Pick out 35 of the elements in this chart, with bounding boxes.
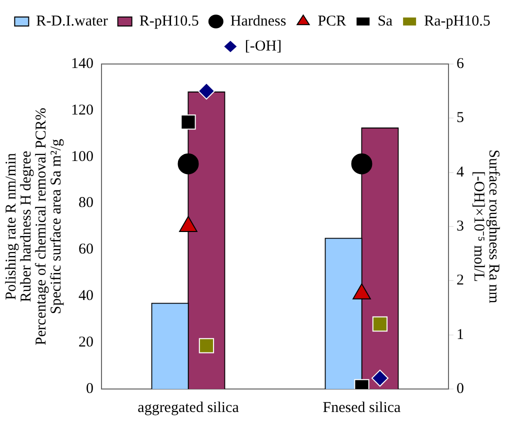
y-tick-label: 140 xyxy=(71,56,94,72)
point xyxy=(352,283,371,300)
point xyxy=(372,316,388,332)
legend-label: Ra-pH10.5 xyxy=(424,13,490,30)
y-tick-label: 60 xyxy=(78,242,94,258)
point xyxy=(371,370,388,387)
point xyxy=(180,114,196,130)
point xyxy=(351,153,372,174)
point xyxy=(198,82,215,100)
legend-label: Sa xyxy=(378,13,393,30)
y2-tick-label: 4 xyxy=(456,164,464,180)
y2-tick-label: 6 xyxy=(456,56,464,72)
y-tick-label: 80 xyxy=(78,195,94,212)
y2-tick-label: 1 xyxy=(456,326,464,343)
legend-label: R-pH10.5 xyxy=(139,13,199,30)
y-axis-title: Polishing rate R nm/min Ruber hardness H degree Percentage of chemical removal PCR% Specific surface area Sa m²/g xyxy=(3,108,64,346)
y2-tick-label: 2 xyxy=(456,272,464,289)
y2-tick-label: 0 xyxy=(456,380,464,397)
legend-label: [-OH] xyxy=(244,38,282,54)
legend-label: R-D.I.water xyxy=(36,13,108,30)
y-tick-label: 100 xyxy=(71,148,94,165)
legend-label: Hardness xyxy=(230,13,286,30)
y2-axis-title: Surface roughness Ra nm [-OH]×10⁻⁵ mol/L xyxy=(470,150,502,304)
point xyxy=(178,153,199,174)
y-tick-label: 120 xyxy=(71,102,94,118)
y-tick-label: 40 xyxy=(78,288,94,304)
legend-label: PCR xyxy=(318,13,346,30)
y-tick-label: 0 xyxy=(86,380,94,397)
x-tick-label: aggregated silica xyxy=(138,400,240,416)
y-tick-label: 20 xyxy=(78,334,94,351)
point xyxy=(198,338,214,354)
x-tick-label: Fnesed silica xyxy=(322,400,402,416)
y2-tick-label: 5 xyxy=(456,110,464,126)
y2-tick-label: 3 xyxy=(456,218,464,234)
point xyxy=(179,216,198,232)
